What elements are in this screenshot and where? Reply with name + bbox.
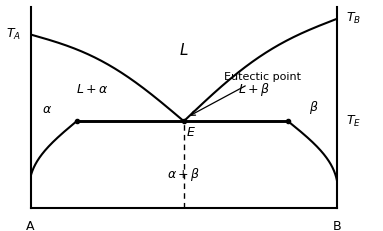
Text: B: B [333,220,341,231]
Text: $L + \alpha$: $L + \alpha$ [76,83,108,96]
Text: A: A [26,220,35,231]
Text: $L + \beta$: $L + \beta$ [238,81,270,98]
Text: $L$: $L$ [179,42,189,58]
Text: $T_E$: $T_E$ [346,114,362,129]
Text: $T_A$: $T_A$ [7,27,21,42]
Text: E: E [187,126,195,139]
Text: $\alpha$: $\alpha$ [43,103,52,116]
Text: Eutectic point: Eutectic point [191,72,301,115]
Text: $\beta$: $\beta$ [309,99,319,116]
Text: $\alpha + \beta$: $\alpha + \beta$ [167,166,200,183]
Text: $T_B$: $T_B$ [346,11,361,26]
